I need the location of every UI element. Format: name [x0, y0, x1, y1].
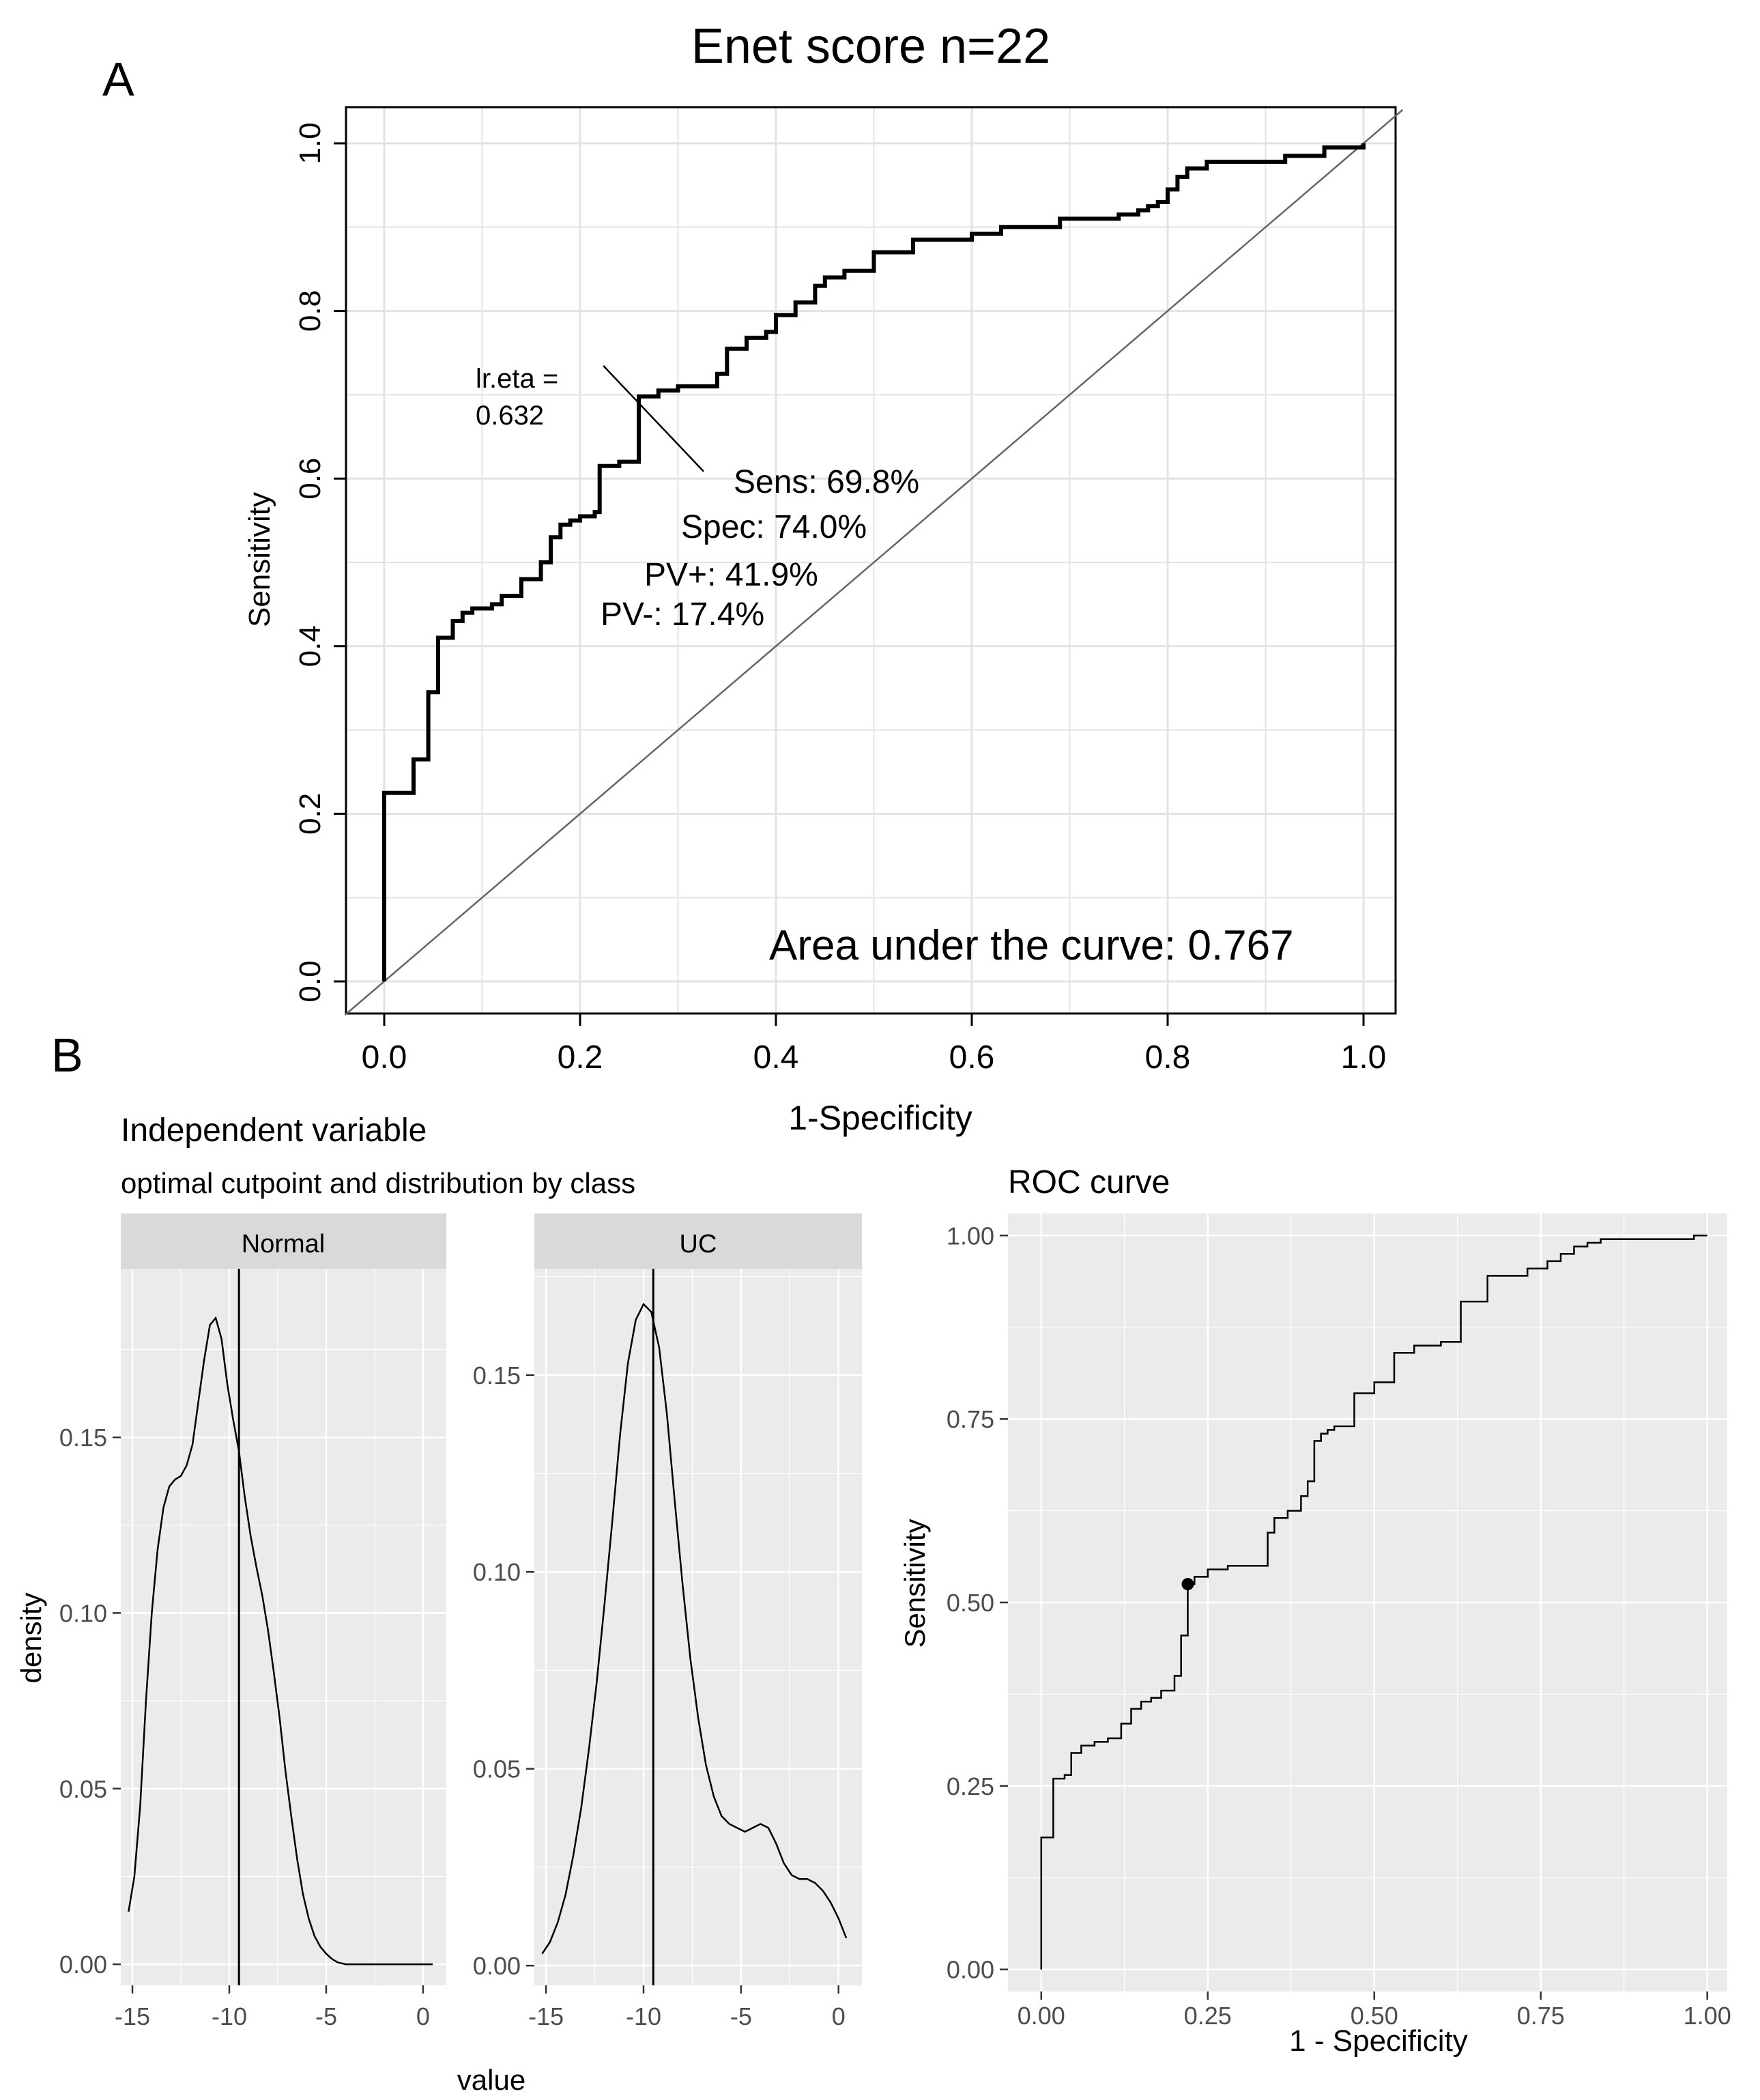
roc-gridlines: [1008, 1213, 1727, 1991]
facet-normal-x-axis: -15 -10 -5 0: [115, 1985, 430, 2030]
panel-label-a: A: [102, 53, 134, 106]
panel-a-y-axis: 0.0 0.2 0.4 0.6 0.8 1.0: [293, 122, 346, 1003]
roc-y-axis: 0.00 0.25 0.50 0.75 1.00: [947, 1222, 1008, 1984]
panel-a-plot-border: [345, 106, 1397, 1015]
panel-a-title: Enet score n=22: [691, 19, 1050, 74]
roc-x-tick-label: 0.00: [1018, 2002, 1065, 2030]
roc-y-label: Sensitivity: [899, 1519, 931, 1648]
panel-a-y-tick-label: 0.6: [293, 458, 327, 500]
facet-y-tick-label: 0.15: [473, 1362, 521, 1390]
facet-x-tick-label: 0: [416, 2002, 430, 2030]
facet-y-tick-label: 0.15: [59, 1424, 107, 1452]
roc-x-tick-label: 0.50: [1351, 2002, 1398, 2030]
roc-x-tick-label: 0.75: [1517, 2002, 1565, 2030]
facet-y-tick-label: 0.05: [473, 1755, 521, 1783]
panel-b-roc-chart: ROC curve 0.00 0.25 0.50 0.75 1.00 0.000.250…: [899, 1164, 1731, 2058]
annotation-auc: Area under the curve: 0.767: [769, 922, 1294, 969]
roc-optimal-point: [1181, 1578, 1194, 1591]
roc-x-label: 1 - Specificity: [1289, 2024, 1468, 2058]
panel-a-cutpoint-marker: [603, 364, 705, 472]
facet-x-tick-label: -15: [115, 2002, 150, 2030]
facet-normal-density-line: [128, 1316, 433, 1966]
panel-a-x-tick-label: 0.4: [753, 1039, 799, 1076]
facet-x-tick-label: -5: [730, 2002, 752, 2030]
roc-y-tick-label: 0.50: [947, 1589, 994, 1617]
density-y-label: density: [15, 1592, 47, 1683]
facet-normal-panel-background: [121, 1269, 446, 1985]
facet-uc-panel-background: [534, 1269, 862, 1985]
facet-y-tick-label: 0.10: [59, 1599, 107, 1627]
roc-x-tick-label: 1.00: [1684, 2002, 1731, 2030]
facet-y-tick-label: 0.05: [59, 1775, 107, 1803]
facet-y-tick-label: 0.00: [473, 1952, 521, 1980]
facet-uc-strip-label: UC: [680, 1230, 717, 1258]
facet-uc-gridlines: [534, 1269, 862, 1985]
facet-x-tick-label: -5: [315, 2002, 337, 2030]
annotation-npv: PV-: 17.4%: [601, 596, 764, 633]
density-x-label: value: [457, 2064, 525, 2096]
panel-a-y-tick-label: 0.0: [293, 960, 327, 1002]
cutpoint-label-line1: lr.eta =: [476, 364, 558, 394]
roc-y-tick-label: 0.75: [947, 1405, 994, 1433]
facet-uc: UC -15 -10 -5 0 0.00 0.05 0.10 0.15: [473, 1213, 862, 2030]
roc-x-tick-label: 0.25: [1184, 2002, 1232, 2030]
panel-a-y-label: Sensitivity: [243, 492, 276, 627]
panel-a-y-tick-label: 0.2: [293, 793, 327, 835]
density-subtitle: optimal cutpoint and distribution by cla…: [121, 1167, 635, 1199]
roc-x-axis: 0.00 0.25 0.50 0.75 1.00: [1018, 1991, 1731, 2030]
panel-a-x-tick-label: 0.6: [949, 1039, 995, 1076]
facet-x-tick-label: -10: [212, 2002, 247, 2030]
panel-a-x-tick-label: 1.0: [1341, 1039, 1387, 1076]
panel-a-roc-line: [382, 143, 1366, 981]
roc-title: ROC curve: [1008, 1164, 1170, 1200]
facet-y-tick-label: 0.10: [473, 1558, 521, 1586]
cutpoint-label-line2: 0.632: [476, 401, 544, 431]
roc-line: [1040, 1235, 1707, 1970]
annotation-ppv: PV+: 41.9%: [644, 557, 818, 593]
density-title: Independent variable: [121, 1112, 427, 1149]
facet-uc-x-axis: -15 -10 -5 0: [528, 1985, 846, 2030]
panel-b-density-chart: Independent variable optimal cutpoint an…: [15, 1112, 862, 2096]
facet-x-tick-label: -15: [528, 2002, 564, 2030]
panel-a-y-tick-label: 0.8: [293, 290, 327, 332]
panel-a-x-tick-label: 0.0: [362, 1039, 407, 1076]
panel-label-b: B: [51, 1029, 83, 1082]
panel-a-x-tick-label: 0.2: [558, 1039, 603, 1076]
facet-uc-density-line: [541, 1302, 848, 1955]
facet-normal-strip-label: Normal: [242, 1230, 325, 1258]
panel-a-reference-diagonal: [344, 109, 1404, 1016]
roc-y-tick-label: 1.00: [947, 1222, 994, 1250]
annotation-sensitivity: Sens: 69.8%: [734, 464, 919, 500]
panel-a-y-tick-label: 1.0: [293, 122, 327, 164]
panel-a-x-tick-label: 0.8: [1145, 1039, 1191, 1076]
roc-y-tick-label: 0.25: [947, 1772, 994, 1800]
panel-a-roc-chart: 0.0 0.2 0.4 0.6 0.8 1.0 0.0 0.2 0.4 0.6 0.8 1.0 En…: [243, 19, 1404, 1137]
annotation-specificity: Spec: 74.0%: [681, 509, 867, 545]
facet-normal: Normal -15 -10 -5 0 0.00 0.05 0.10 0.15: [59, 1213, 446, 2030]
facet-y-tick-label: 0.00: [59, 1951, 107, 1979]
roc-y-tick-label: 0.00: [947, 1956, 994, 1984]
panel-a-x-axis: 0.0 0.2 0.4 0.6 0.8 1.0: [362, 1013, 1387, 1076]
facet-x-tick-label: 0: [832, 2002, 846, 2030]
panel-a-x-label: 1-Specificity: [788, 1099, 972, 1137]
facet-uc-y-axis: 0.00 0.05 0.10 0.15: [473, 1362, 534, 1980]
facet-x-tick-label: -10: [626, 2002, 661, 2030]
panel-a-y-tick-label: 0.4: [293, 625, 327, 667]
panel-a-gridlines: [346, 107, 1396, 1013]
facet-normal-strip: [121, 1213, 446, 1269]
facet-uc-strip: [534, 1213, 862, 1269]
facet-normal-y-axis: 0.00 0.05 0.10 0.15: [59, 1424, 121, 1979]
